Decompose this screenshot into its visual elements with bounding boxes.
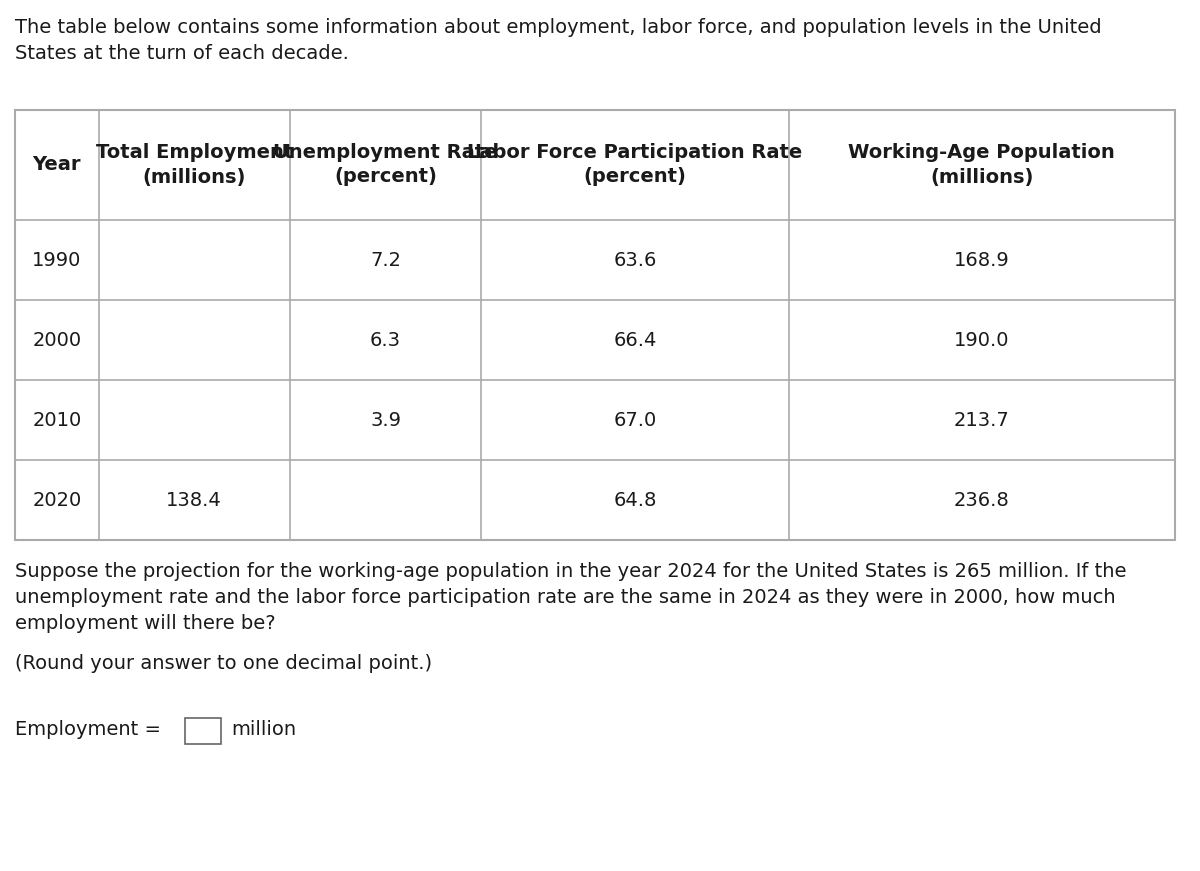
Text: (Round your answer to one decimal point.): (Round your answer to one decimal point.… [14, 654, 432, 673]
Text: (percent): (percent) [334, 167, 437, 186]
Text: 67.0: 67.0 [613, 410, 656, 429]
Text: Labor Force Participation Rate: Labor Force Participation Rate [467, 144, 803, 163]
Text: Total Employment: Total Employment [96, 144, 293, 163]
Text: 190.0: 190.0 [954, 330, 1009, 349]
Text: 236.8: 236.8 [954, 490, 1009, 510]
Text: 138.4: 138.4 [167, 490, 222, 510]
Bar [14, 110, 1175, 540]
Text: The table below contains some information about employment, labor force, and pop: The table below contains some informatio… [14, 18, 1102, 37]
Text: Suppose the projection for the working-age population in the year 2024 for the U: Suppose the projection for the working-a… [14, 562, 1127, 581]
Text: 66.4: 66.4 [613, 330, 656, 349]
Text: Employment =: Employment = [14, 720, 161, 739]
Text: 2000: 2000 [32, 330, 82, 349]
Bar [185, 718, 221, 744]
Text: (millions): (millions) [930, 167, 1033, 186]
Text: 3.9: 3.9 [370, 410, 401, 429]
Text: 63.6: 63.6 [613, 251, 656, 269]
Text: (millions): (millions) [143, 167, 246, 186]
Text: Unemployment Rate: Unemployment Rate [274, 144, 498, 163]
Text: 2020: 2020 [32, 490, 82, 510]
Text: 1990: 1990 [32, 251, 82, 269]
Text: million: million [230, 720, 296, 739]
Text: employment will there be?: employment will there be? [14, 614, 276, 633]
Text: 7.2: 7.2 [370, 251, 401, 269]
Text: 2010: 2010 [32, 410, 82, 429]
Text: States at the turn of each decade.: States at the turn of each decade. [14, 44, 349, 63]
Text: 64.8: 64.8 [613, 490, 656, 510]
Text: Working-Age Population: Working-Age Population [848, 144, 1115, 163]
Text: 6.3: 6.3 [370, 330, 401, 349]
Text: Year: Year [32, 156, 82, 174]
Text: unemployment rate and the labor force participation rate are the same in 2024 as: unemployment rate and the labor force pa… [14, 588, 1116, 607]
Text: 168.9: 168.9 [954, 251, 1009, 269]
Text: (percent): (percent) [583, 167, 686, 186]
Text: 213.7: 213.7 [954, 410, 1009, 429]
